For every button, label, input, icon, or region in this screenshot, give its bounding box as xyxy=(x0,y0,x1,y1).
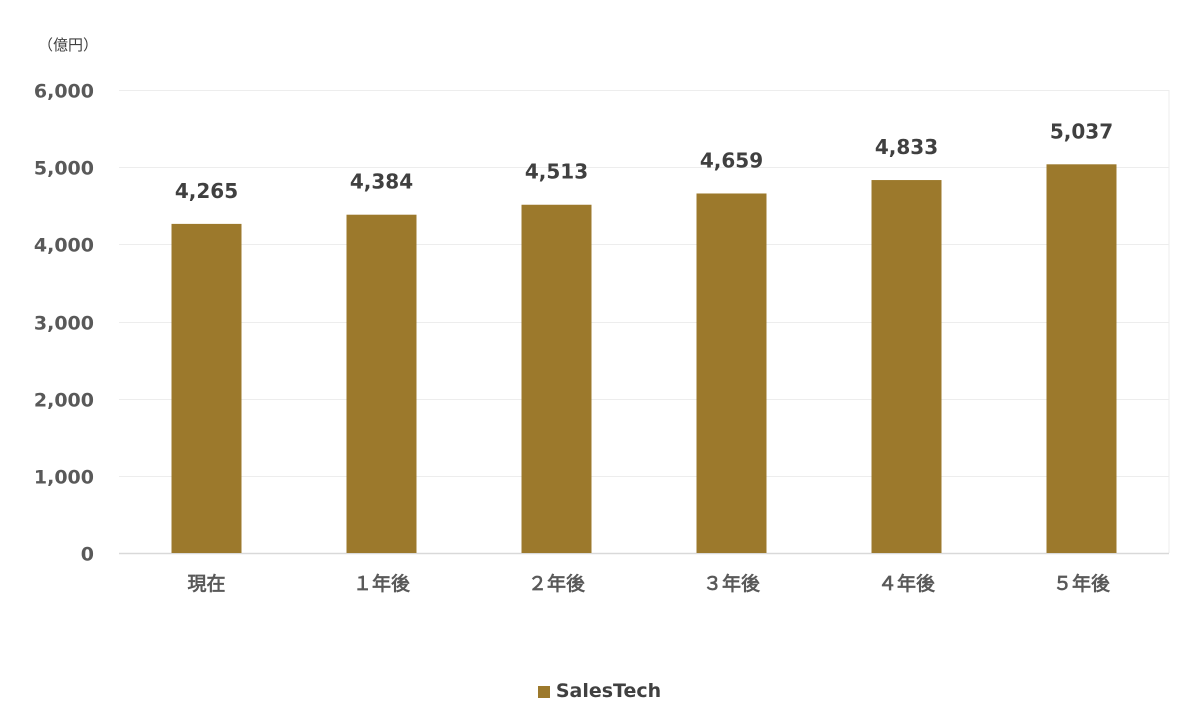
y-tick-label: 6,000 xyxy=(34,81,94,103)
x-tick-label: 現在 xyxy=(187,572,225,595)
data-label: 4,513 xyxy=(525,160,588,184)
data-label: 4,265 xyxy=(175,179,238,203)
legend-swatch-salestech xyxy=(537,686,550,698)
y-tick-label: 5,000 xyxy=(34,158,94,180)
legend-label-salestech: SalesTech xyxy=(555,680,662,702)
data-label: 4,833 xyxy=(875,135,938,159)
bar xyxy=(1046,164,1117,553)
bar xyxy=(871,180,942,553)
x-tick-label: ３年後 xyxy=(703,572,761,595)
y-tick-label: 0 xyxy=(81,544,94,566)
x-tick-label: ４年後 xyxy=(878,572,936,595)
bar xyxy=(521,204,592,553)
x-tick-label: １年後 xyxy=(353,572,411,595)
data-label: 4,659 xyxy=(700,148,763,172)
y-tick-label: 3,000 xyxy=(34,313,94,335)
bar xyxy=(171,223,242,554)
y-unit-label: （億円） xyxy=(38,36,99,54)
x-tick-label: ５年後 xyxy=(1053,572,1111,595)
y-tick-label: 4,000 xyxy=(34,235,94,257)
bar xyxy=(696,193,767,553)
legend: SalesTech xyxy=(0,680,1199,702)
y-tick-label: 2,000 xyxy=(34,390,94,412)
data-label: 4,384 xyxy=(350,170,413,194)
data-label: 5,037 xyxy=(1050,119,1113,143)
x-tick-label: ２年後 xyxy=(528,572,586,595)
bar xyxy=(346,214,417,553)
y-tick-label: 1,000 xyxy=(34,467,94,489)
